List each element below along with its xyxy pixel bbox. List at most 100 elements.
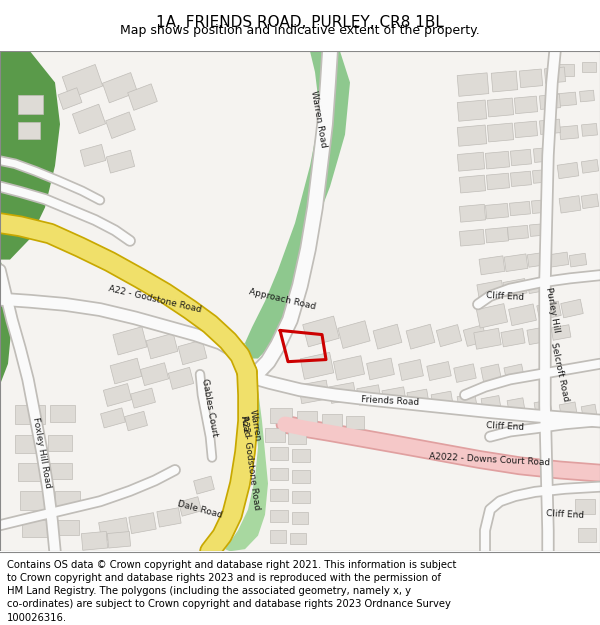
Bar bbox=[514, 121, 538, 138]
Bar bbox=[582, 62, 596, 72]
Bar bbox=[558, 64, 574, 76]
Bar bbox=[131, 388, 155, 408]
Bar bbox=[270, 509, 288, 522]
Bar bbox=[288, 431, 306, 444]
Polygon shape bbox=[0, 51, 60, 259]
Bar bbox=[125, 411, 148, 431]
Bar bbox=[581, 159, 599, 173]
Bar bbox=[178, 340, 207, 365]
Bar bbox=[533, 148, 553, 162]
Bar bbox=[504, 364, 524, 380]
Bar bbox=[460, 229, 485, 246]
Bar bbox=[18, 122, 40, 139]
Bar bbox=[436, 324, 461, 347]
Bar bbox=[58, 88, 82, 109]
Bar bbox=[431, 391, 453, 407]
Bar bbox=[297, 411, 317, 425]
Bar bbox=[481, 364, 501, 382]
Text: Dale Road: Dale Road bbox=[176, 499, 223, 520]
Text: HM Land Registry. The polygons (including the associated geometry, namely x, y: HM Land Registry. The polygons (includin… bbox=[7, 586, 411, 596]
Bar bbox=[477, 281, 504, 300]
Bar bbox=[80, 144, 106, 166]
Text: Cliff End: Cliff End bbox=[486, 421, 524, 432]
Bar bbox=[481, 396, 501, 411]
Bar bbox=[557, 162, 579, 179]
Bar bbox=[569, 253, 587, 267]
Bar bbox=[15, 434, 43, 453]
Polygon shape bbox=[245, 51, 350, 359]
Polygon shape bbox=[0, 259, 12, 384]
Bar bbox=[427, 361, 451, 381]
Bar bbox=[504, 254, 528, 271]
Bar bbox=[527, 277, 549, 294]
Bar bbox=[302, 316, 340, 347]
Bar bbox=[110, 358, 142, 384]
Bar bbox=[539, 94, 560, 109]
Bar bbox=[270, 447, 288, 459]
Bar bbox=[527, 252, 549, 268]
Bar bbox=[544, 67, 566, 83]
Bar bbox=[292, 449, 310, 462]
Bar bbox=[382, 387, 406, 405]
Bar bbox=[487, 173, 509, 190]
Bar bbox=[507, 398, 525, 413]
Text: A2022 - Downs Court Road: A2022 - Downs Court Road bbox=[429, 452, 551, 468]
Bar bbox=[290, 532, 306, 544]
Text: 1A, FRIENDS ROAD, PURLEY, CR8 1BL: 1A, FRIENDS ROAD, PURLEY, CR8 1BL bbox=[156, 16, 444, 31]
Bar bbox=[406, 324, 435, 349]
Text: co-ordinates) are subject to Crown copyright and database rights 2023 Ordnance S: co-ordinates) are subject to Crown copyr… bbox=[7, 599, 451, 609]
Bar bbox=[509, 201, 530, 216]
Bar bbox=[338, 321, 370, 348]
Bar bbox=[578, 528, 596, 542]
Bar bbox=[329, 382, 356, 403]
Bar bbox=[146, 333, 178, 359]
Bar bbox=[101, 408, 125, 428]
Bar bbox=[457, 394, 477, 409]
Bar bbox=[346, 416, 364, 429]
Bar bbox=[292, 491, 310, 503]
Bar bbox=[575, 499, 595, 514]
Bar bbox=[98, 518, 130, 541]
Text: Purley Hill: Purley Hill bbox=[544, 286, 560, 333]
Text: 100026316.: 100026316. bbox=[7, 612, 67, 622]
Bar bbox=[169, 368, 194, 389]
Bar bbox=[581, 124, 598, 136]
Text: Cliff End: Cliff End bbox=[486, 291, 524, 301]
Text: Warren
Road: Warren Road bbox=[238, 409, 262, 444]
Text: Foxley Hill Road: Foxley Hill Road bbox=[31, 416, 53, 489]
Bar bbox=[474, 328, 501, 349]
Text: A22 - Godstone Road: A22 - Godstone Road bbox=[239, 415, 261, 511]
Text: Gables Court: Gables Court bbox=[200, 378, 220, 438]
Bar bbox=[460, 175, 485, 193]
Bar bbox=[22, 520, 50, 537]
Bar bbox=[580, 90, 595, 102]
Bar bbox=[299, 380, 329, 404]
Text: Selcroft Road: Selcroft Road bbox=[550, 342, 571, 402]
Bar bbox=[18, 462, 46, 481]
Bar bbox=[476, 304, 508, 328]
Bar bbox=[270, 531, 286, 543]
Bar bbox=[530, 223, 548, 236]
Bar bbox=[373, 324, 402, 349]
Bar bbox=[581, 404, 597, 417]
Bar bbox=[73, 104, 106, 134]
Bar bbox=[463, 325, 487, 346]
Bar bbox=[106, 112, 136, 139]
Bar bbox=[457, 100, 487, 121]
Bar bbox=[557, 92, 577, 106]
Bar bbox=[55, 520, 79, 534]
Bar bbox=[50, 462, 72, 479]
Bar bbox=[551, 325, 571, 340]
Bar bbox=[561, 299, 583, 318]
Bar bbox=[300, 352, 334, 379]
Bar bbox=[179, 497, 202, 516]
Bar bbox=[560, 126, 578, 139]
Bar bbox=[527, 327, 549, 344]
Bar bbox=[292, 470, 310, 482]
Bar bbox=[457, 73, 489, 96]
Bar bbox=[581, 194, 599, 209]
Bar bbox=[514, 96, 538, 114]
Bar bbox=[398, 359, 424, 381]
Text: Contains OS data © Crown copyright and database right 2021. This information is : Contains OS data © Crown copyright and d… bbox=[7, 560, 457, 570]
Bar bbox=[322, 414, 342, 428]
